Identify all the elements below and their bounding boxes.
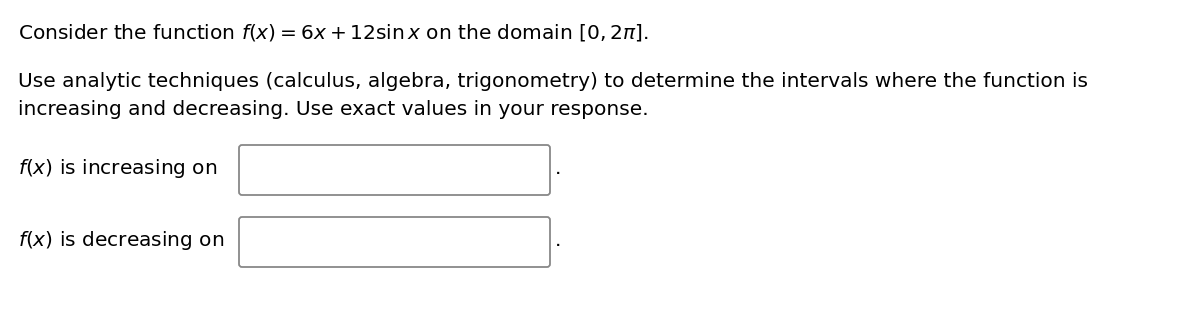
FancyBboxPatch shape: [239, 145, 550, 195]
Text: increasing and decreasing. Use exact values in your response.: increasing and decreasing. Use exact val…: [18, 100, 649, 119]
Text: $f(x)$ is increasing on: $f(x)$ is increasing on: [18, 157, 217, 180]
Text: $f(x)$ is decreasing on: $f(x)$ is decreasing on: [18, 229, 224, 251]
FancyBboxPatch shape: [239, 217, 550, 267]
Text: .: .: [554, 159, 562, 178]
Text: .: .: [554, 231, 562, 250]
Text: Use analytic techniques (calculus, algebra, trigonometry) to determine the inter: Use analytic techniques (calculus, algeb…: [18, 72, 1088, 91]
Text: Consider the function $f(x) = 6x + 12\sin x$ on the domain $[0, 2\pi]$.: Consider the function $f(x) = 6x + 12\si…: [18, 22, 648, 43]
